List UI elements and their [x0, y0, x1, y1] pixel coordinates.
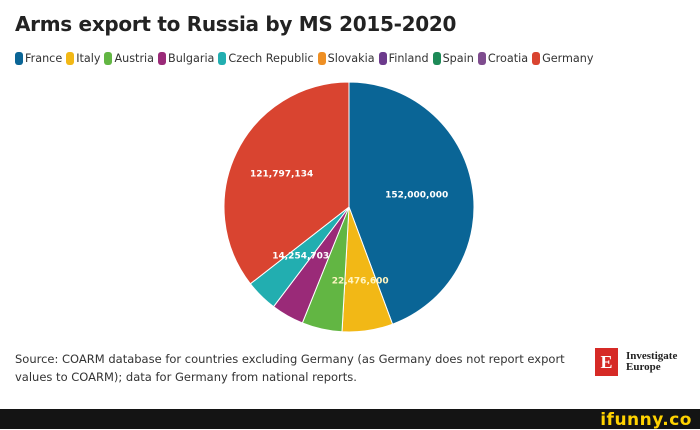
data-label-france: 152,000,000: [385, 190, 448, 200]
logo-text-line2: Europe: [626, 361, 661, 373]
legend-swatch: [15, 52, 23, 65]
legend-label: Czech Republic: [228, 52, 314, 65]
legend-swatch: [104, 52, 113, 65]
legend-item: Austria: [104, 52, 154, 65]
legend-item: France: [15, 52, 62, 65]
legend-swatch: [432, 52, 441, 65]
ifunny-watermark: ifunny.co: [600, 410, 692, 430]
legend-item: Italy: [66, 52, 100, 65]
legend-swatch: [317, 52, 326, 65]
source-note: Source: COARM database for countries exc…: [15, 352, 565, 384]
legend-label: Finland: [388, 52, 429, 65]
legend-item: Slovakia: [317, 52, 375, 65]
legend-item: Germany: [532, 52, 593, 65]
legend-item: Czech Republic: [218, 52, 314, 65]
chart-title: Arms export to Russia by MS 2015-2020: [15, 12, 457, 36]
legend-label: Croatia: [487, 52, 529, 65]
data-label-czech-republic: 14,254,703: [272, 251, 329, 261]
data-label-germany: 121,797,134: [250, 170, 313, 180]
legend-swatch: [218, 52, 227, 65]
logo-mark: E: [595, 348, 618, 376]
legend-label: France: [25, 52, 63, 65]
legend-label: Bulgaria: [168, 52, 215, 65]
legend-label: Slovakia: [327, 52, 375, 65]
legend-swatch: [66, 52, 75, 65]
legend-item: Spain: [432, 52, 474, 65]
legend-label: Spain: [442, 52, 474, 65]
watermark-bar: ifunny.co: [0, 409, 700, 430]
legend-swatch: [477, 52, 486, 65]
pie-slice-germany: [223, 81, 350, 285]
legend-item: Bulgaria: [158, 52, 214, 65]
legend-swatch: [378, 52, 387, 65]
legend-item: Croatia: [477, 52, 529, 65]
data-label-italy: 22,476,600: [332, 277, 389, 287]
logo-text-line1: Investigate: [626, 350, 678, 362]
legend-label: Italy: [76, 52, 101, 65]
legend-item: Finland: [378, 52, 429, 65]
legend-label: Austria: [114, 52, 155, 65]
legend-swatch: [532, 52, 541, 65]
legend-swatch: [158, 52, 167, 65]
legend-label: Germany: [542, 52, 594, 65]
logo-text: Investigate Europe: [626, 351, 677, 373]
pie-slice-france: [348, 81, 475, 325]
investigate-europe-logo: E Investigate Europe: [595, 348, 677, 376]
chart-legend: France Italy Austria Bulgaria Czech Republic…: [15, 52, 597, 65]
